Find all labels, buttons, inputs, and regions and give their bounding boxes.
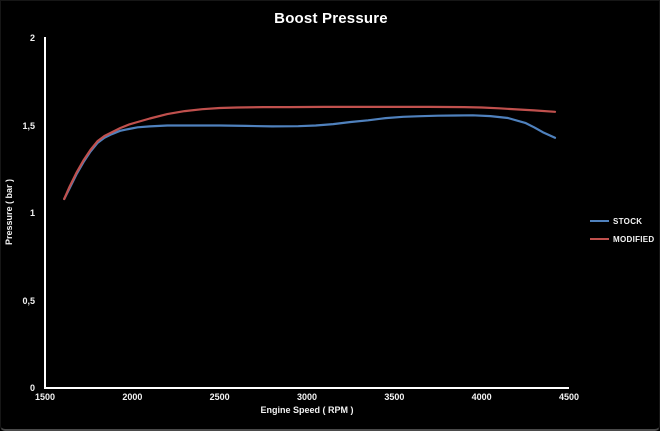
y-tick-label: 0 xyxy=(29,383,35,393)
x-tick-label: 3500 xyxy=(384,392,405,402)
series-line-stock xyxy=(63,114,557,201)
x-tick-label: 1500 xyxy=(34,392,56,402)
x-tick-label: 4000 xyxy=(471,392,492,402)
stock-line-swatch xyxy=(590,220,609,222)
y-tick-label: 1,5 xyxy=(22,120,35,131)
legend-item-modified: MODIFIED xyxy=(590,230,655,248)
legend: STOCK MODIFIED xyxy=(590,212,655,248)
y-tick-label: 2 xyxy=(29,33,35,43)
x-tick-label: 3000 xyxy=(296,392,318,402)
modified-line-swatch xyxy=(590,238,609,240)
legend-label-modified: MODIFIED xyxy=(613,234,655,244)
x-tick-label: 4500 xyxy=(558,392,580,402)
legend-item-stock: STOCK xyxy=(590,212,655,230)
chart-title: Boost Pressure xyxy=(274,10,388,27)
y-tick-label: 1 xyxy=(29,208,35,218)
x-tick-label: 2000 xyxy=(122,392,143,402)
x-axis-title: Engine Speed ( RPM ) xyxy=(260,405,354,415)
series-line-modified xyxy=(63,105,557,201)
legend-label-stock: STOCK xyxy=(613,216,643,226)
y-tick-label: 0,5 xyxy=(22,295,35,306)
x-tick-label: 2500 xyxy=(209,392,230,402)
y-axis-title: Pressure ( bar ) xyxy=(4,178,14,246)
